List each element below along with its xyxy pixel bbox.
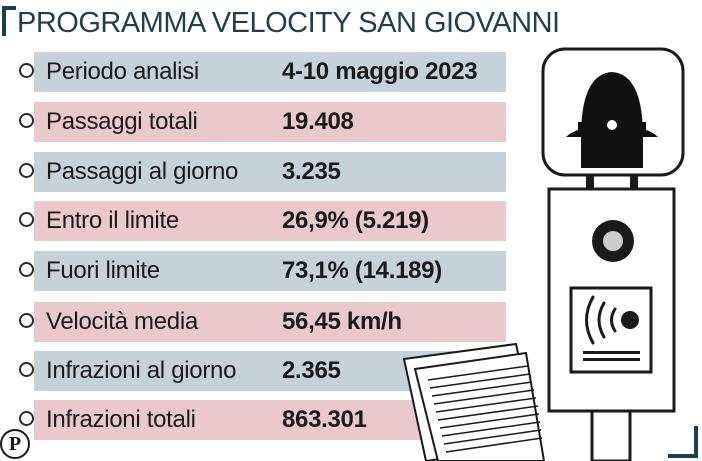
stat-value: 56,45 km/h <box>282 308 402 335</box>
radar-signal-icon <box>585 295 639 345</box>
stat-row-passaggi-giorno: Passaggi al giorno 3.235 <box>19 152 506 192</box>
bullet-icon <box>19 113 34 128</box>
bullet-icon <box>19 163 34 178</box>
logo-letter: P <box>8 433 22 455</box>
camera-lens-icon <box>592 220 634 262</box>
stat-label: Passaggi totali <box>46 108 198 135</box>
stat-value: 4-10 maggio 2023 <box>282 58 478 85</box>
publisher-logo-icon: P <box>0 429 30 459</box>
bullet-icon <box>19 63 34 78</box>
stat-label: Entro il limite <box>46 207 179 234</box>
stat-row-periodo: Periodo analisi 4-10 maggio 2023 <box>19 52 506 92</box>
stat-value: 73,1% (14.189) <box>282 257 442 284</box>
stat-label: Infrazioni al giorno <box>46 357 237 384</box>
stat-label: Velocità media <box>46 308 198 335</box>
stat-label: Infrazioni totali <box>46 406 196 433</box>
bullet-icon <box>19 313 34 328</box>
stat-label: Fuori limite <box>46 257 160 284</box>
stat-row-entro-limite: Entro il limite 26,9% (5.219) <box>19 201 506 241</box>
police-officer-icon <box>566 72 658 168</box>
stat-value: 3.235 <box>282 158 341 185</box>
stat-value: 26,9% (5.219) <box>282 207 429 234</box>
stat-label: Periodo analisi <box>46 58 199 85</box>
stat-row-passaggi-totali: Passaggi totali 19.408 <box>19 102 506 142</box>
bullet-icon <box>19 411 34 426</box>
stat-row-fuori-limite: Fuori limite 73,1% (14.189) <box>19 251 506 291</box>
stat-value: 2.365 <box>282 357 341 384</box>
title-corner-mark <box>2 6 16 36</box>
stat-value: 863.301 <box>282 406 367 433</box>
stat-label: Passaggi al giorno <box>46 158 239 185</box>
bullet-icon <box>19 362 34 377</box>
stat-row-velocita-media: Velocità media 56,45 km/h <box>19 302 506 342</box>
bullet-icon <box>19 262 34 277</box>
bullet-icon <box>19 212 34 227</box>
documents-icon <box>402 342 546 461</box>
stat-value: 19.408 <box>282 108 354 135</box>
bottom-right-corner-mark <box>668 426 698 458</box>
page-title: PROGRAMMA VELOCITY SAN GIOVANNI <box>17 7 560 39</box>
